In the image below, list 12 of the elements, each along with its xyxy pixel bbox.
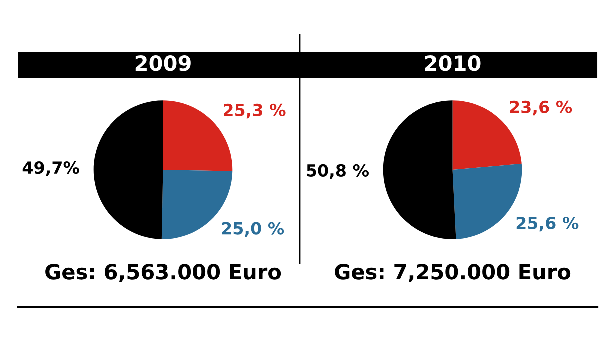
text: Ges: 7,250.000 Euro	[335, 264, 571, 283]
data-label: 25,0 %	[222, 222, 284, 237]
data-label: 49,7%	[22, 161, 80, 176]
text: Ges: 6,563.000 Euro	[46, 264, 282, 283]
data-label: 23,6 %	[510, 100, 572, 116]
data-label: 25,6 %	[516, 216, 579, 232]
pie-slice	[94, 100, 164, 240]
chart-title: 2009	[136, 56, 191, 72]
chart-title: 2010	[425, 56, 481, 72]
data-label: 50,8 %	[307, 164, 369, 180]
pie-slice	[383, 100, 456, 240]
data-label: 25,3 %	[224, 104, 286, 119]
